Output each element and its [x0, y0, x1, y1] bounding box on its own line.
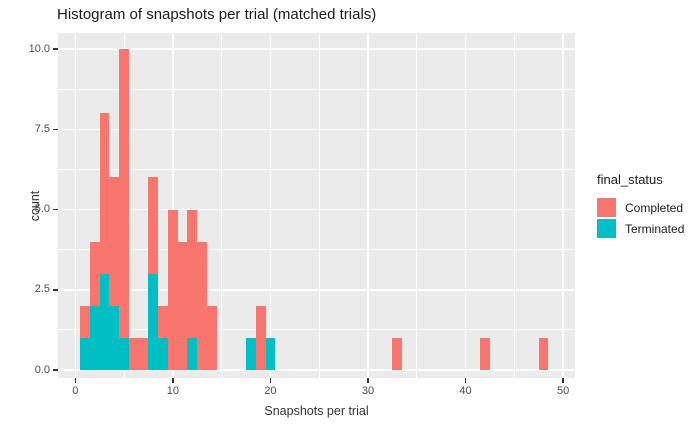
bar-completed-x5	[119, 49, 129, 338]
bar-completed-x10	[168, 210, 178, 370]
x-axis-tick	[464, 378, 467, 383]
y-axis-tick	[53, 48, 58, 50]
major-gridline-x	[172, 33, 174, 378]
legend-label-completed: Completed	[625, 200, 684, 215]
minor-gridline-x	[416, 33, 418, 378]
major-gridline-x	[367, 33, 369, 378]
major-gridline-x	[269, 33, 272, 378]
bar-terminated-x2	[90, 306, 100, 370]
bar-completed-x48	[539, 338, 548, 370]
bar-completed-x9	[158, 306, 168, 338]
x-tick-label: 40	[459, 385, 472, 397]
y-axis-tick	[53, 289, 58, 291]
x-tick-label: 20	[264, 385, 277, 397]
bar-terminated-x8	[148, 274, 158, 370]
bar-completed-x14	[207, 306, 217, 370]
bar-completed-x19	[256, 306, 266, 370]
legend: final_status Completed Terminated	[597, 172, 684, 240]
major-gridline-y	[58, 208, 575, 211]
major-gridline-y	[58, 289, 575, 291]
major-gridline-y	[58, 128, 575, 130]
major-gridline-x	[464, 33, 467, 378]
bar-terminated-x18	[246, 338, 256, 370]
x-tick-label: 50	[556, 385, 570, 397]
y-axis-title: count	[28, 190, 42, 222]
bar-completed-x6	[129, 338, 139, 370]
bar-terminated-x3	[100, 274, 109, 370]
y-tick-label: 7.5	[34, 122, 50, 135]
bar-completed-x13	[197, 242, 207, 370]
y-tick-label: 0.0	[34, 363, 50, 376]
bar-terminated-x9	[158, 338, 168, 370]
minor-gridline-x	[318, 33, 320, 378]
completed-swatch-icon	[597, 198, 616, 217]
chart-title: Histogram of snapshots per trial (matche…	[57, 6, 377, 23]
minor-gridline-y	[58, 168, 575, 170]
bar-completed-x1	[80, 306, 90, 338]
bar-completed-x3	[100, 113, 109, 274]
bar-terminated-x12	[187, 338, 197, 370]
x-axis-tick	[172, 378, 174, 383]
legend-title: final_status	[597, 172, 663, 187]
bar-completed-x2	[90, 242, 100, 306]
terminated-swatch-icon	[597, 219, 616, 238]
minor-gridline-x	[513, 33, 515, 378]
y-axis-tick	[53, 128, 58, 130]
x-tick-label: 10	[166, 385, 179, 397]
x-axis-tick	[367, 378, 369, 383]
bar-completed-x11	[178, 242, 187, 370]
bar-completed-x33	[392, 338, 402, 370]
bar-completed-x8	[148, 177, 158, 274]
legend-key-terminated: Terminated	[597, 219, 684, 238]
legend-key-completed: Completed	[597, 198, 684, 217]
y-tick-label: 2.5	[34, 283, 50, 296]
bar-completed-x12	[187, 210, 197, 338]
x-axis-tick	[562, 378, 564, 383]
major-gridline-x	[74, 33, 77, 378]
legend-label-terminated: Terminated	[625, 221, 685, 236]
bar-terminated-x1	[80, 338, 90, 370]
bar-terminated-x5	[119, 338, 129, 370]
plot-panel	[58, 33, 575, 378]
minor-gridline-y	[58, 249, 575, 251]
y-tick-label: 10.0	[28, 42, 50, 55]
y-axis-tick	[53, 208, 58, 211]
bar-completed-x7	[139, 338, 148, 370]
bar-terminated-x20	[266, 338, 275, 370]
x-axis-title: Snapshots per trial	[264, 404, 369, 418]
major-gridline-y	[58, 369, 575, 371]
y-axis-tick	[53, 369, 58, 371]
bar-completed-x42	[480, 338, 490, 370]
minor-gridline-y	[58, 88, 575, 90]
bar-terminated-x4	[109, 306, 119, 370]
major-gridline-x	[562, 33, 564, 378]
minor-gridline-y	[58, 329, 575, 331]
x-axis-tick	[269, 378, 272, 383]
y-tick-label: 5.0	[34, 203, 50, 215]
x-axis-tick	[74, 378, 77, 383]
x-tick-label: 0	[72, 385, 79, 397]
minor-gridline-x	[221, 33, 223, 378]
x-tick-label: 30	[361, 385, 375, 397]
bar-completed-x4	[109, 177, 119, 306]
major-gridline-y	[58, 48, 575, 50]
